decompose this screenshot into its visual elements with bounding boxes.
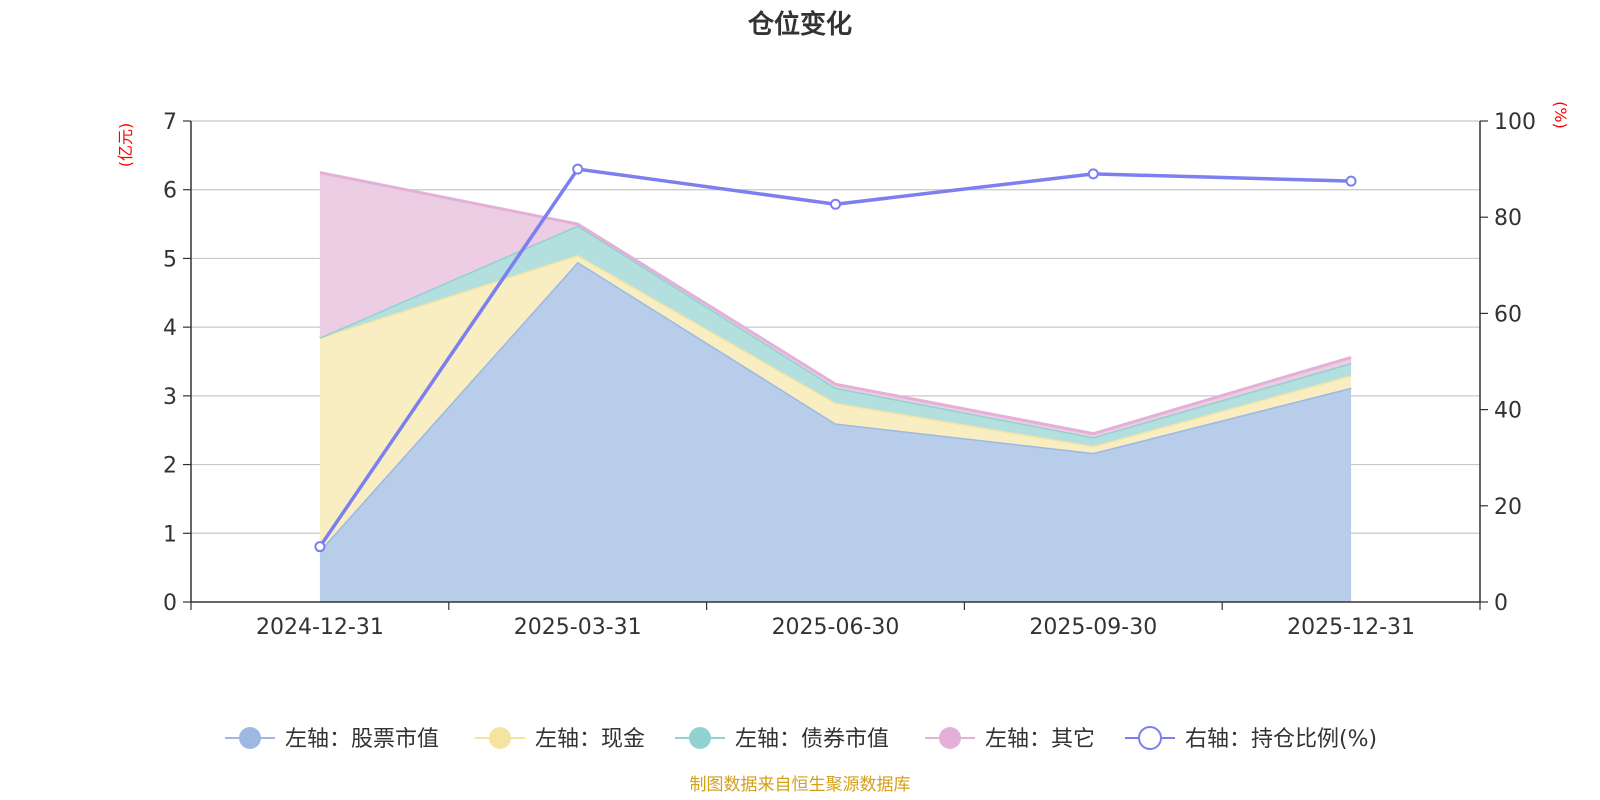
- legend-label: 左轴：债券市值: [735, 727, 889, 752]
- legend-item-4: 左轴：其它: [925, 727, 1095, 752]
- left-axis-tick-label: 1: [163, 522, 177, 547]
- right-axis-tick-label: 60: [1494, 302, 1522, 327]
- legend-marker-icon: [939, 727, 961, 749]
- legend: 左轴：股票市值 左轴：现金 左轴：债券市值 左轴：其它 右轴：持仓比例(%): [225, 726, 1377, 752]
- left-axis-tick-label: 4: [163, 316, 177, 341]
- source-note: 制图数据来自恒生聚源数据库: [690, 775, 911, 795]
- x-axis-tick-label: 2024-12-31: [256, 615, 384, 640]
- left-axis-tick-label: 6: [163, 179, 177, 204]
- right-axis-tick-label: 100: [1494, 110, 1536, 135]
- right-axis-tick-label: 20: [1494, 495, 1522, 520]
- right-axis-unit: (%): [1551, 101, 1570, 129]
- left-axis-tick-label: 7: [163, 110, 177, 135]
- left-axis-tick-label: 0: [163, 591, 177, 616]
- right-axis-tick-label: 0: [1494, 591, 1508, 616]
- position-ratio-line: [314, 163, 1357, 553]
- area-edge-series-4: [319, 171, 1352, 436]
- line-point: [1087, 168, 1099, 180]
- legend-label: 右轴：持仓比例(%): [1185, 727, 1377, 752]
- x-axis-tick-label: 2025-09-30: [1029, 615, 1157, 640]
- legend-marker-icon: [489, 727, 511, 749]
- line-point: [830, 198, 841, 210]
- legend-marker-icon: [689, 727, 711, 749]
- legend-label: 左轴：现金: [535, 727, 645, 752]
- right-axis-tick-label: 40: [1494, 399, 1522, 424]
- area-series-3: [319, 225, 1352, 447]
- legend-item-3: 左轴：债券市值: [675, 727, 889, 752]
- area-edge-series-2: [319, 253, 1352, 448]
- x-axis-tick-label: 2025-12-31: [1287, 615, 1415, 640]
- left-axis-tick-label: 3: [163, 385, 177, 410]
- left-axis-tick-label: 5: [163, 247, 177, 272]
- legend-item-2: 左轴：现金: [475, 727, 645, 752]
- left-axis-unit: (亿元): [116, 123, 135, 168]
- line-point: [1345, 175, 1357, 187]
- axes: 0 1 2 3 4 5 6 7 0 20 40 60 80 100 2024-12-31 2025-03-31…: [163, 110, 1536, 640]
- right-axis-tick-label: 80: [1494, 206, 1522, 231]
- stacked-areas: [318, 171, 1352, 602]
- legend-label: 左轴：股票市值: [285, 727, 439, 752]
- line-point: [314, 541, 326, 553]
- legend-marker-icon: [239, 727, 261, 749]
- x-axis-tick-label: 2025-03-31: [514, 615, 642, 640]
- chart-title: 仓位变化: [747, 9, 852, 40]
- legend-item-1: 左轴：股票市值: [225, 727, 439, 752]
- x-axis-tick-label: 2025-06-30: [772, 615, 900, 640]
- line-point: [572, 163, 584, 175]
- area-series-1: [319, 261, 1352, 602]
- legend-marker-icon: [1138, 726, 1162, 750]
- legend-label: 左轴：其它: [985, 727, 1095, 752]
- left-axis-tick-label: 2: [163, 454, 177, 479]
- legend-item-5: 右轴：持仓比例(%): [1125, 726, 1377, 752]
